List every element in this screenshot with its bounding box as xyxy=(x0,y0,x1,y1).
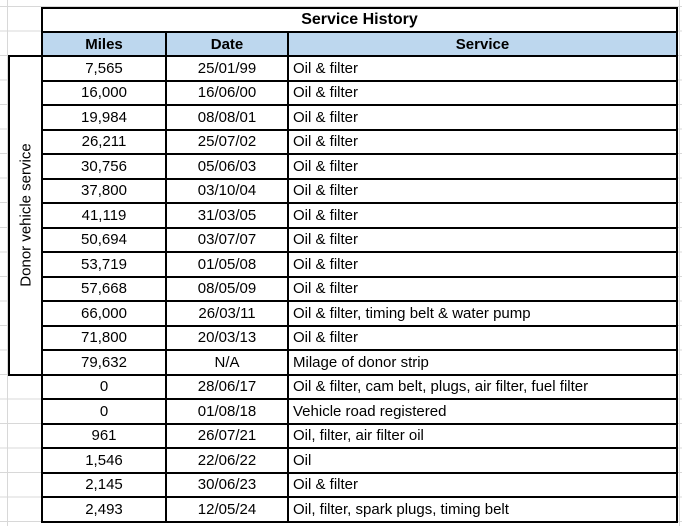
cell-date[interactable]: 20/03/13 xyxy=(165,324,289,351)
cell-service[interactable]: Oil & filter xyxy=(287,104,678,131)
table-row: 50,694 03/07/07 Oil & filter xyxy=(9,226,678,253)
column-header-service[interactable]: Service xyxy=(287,31,678,57)
cell-service[interactable]: Oil & filter xyxy=(287,324,678,351)
margin-cell xyxy=(9,32,42,56)
cell-miles[interactable]: 57,668 xyxy=(41,275,167,302)
cell-miles[interactable]: 2,493 xyxy=(41,496,167,523)
table-row: 26,211 25/07/02 Oil & filter xyxy=(9,128,678,155)
cell-date[interactable]: 01/05/08 xyxy=(165,251,289,278)
cell-service[interactable]: Oil & filter xyxy=(287,55,678,82)
cell-miles[interactable]: 41,119 xyxy=(41,202,167,229)
table-row: 57,668 08/05/09 Oil & filter xyxy=(9,275,678,302)
table-row: 0 01/08/18 Vehicle road registered xyxy=(9,398,678,425)
margin-cell xyxy=(9,497,42,522)
cell-miles[interactable]: 1,546 xyxy=(41,447,167,474)
cell-date[interactable]: 03/10/04 xyxy=(165,177,289,204)
cell-date[interactable]: 03/07/07 xyxy=(165,226,289,253)
margin-cell xyxy=(9,473,42,498)
table-title[interactable]: Service History xyxy=(41,7,678,33)
cell-date[interactable]: 08/05/09 xyxy=(165,275,289,302)
table-row: Donor vehicle service 7,565 25/01/99 Oil… xyxy=(8,55,678,376)
cell-service[interactable]: Oil xyxy=(287,447,678,474)
cell-service[interactable]: Oil & filter xyxy=(287,275,678,302)
cell-service[interactable]: Oil & filter, cam belt, plugs, air filte… xyxy=(287,373,678,400)
table-row: 0 28/06/17 Oil & filter, cam belt, plugs… xyxy=(9,373,678,400)
cell-service[interactable]: Oil & filter xyxy=(287,153,678,180)
cell-miles[interactable]: 37,800 xyxy=(41,177,167,204)
table-row: 41,119 31/03/05 Oil & filter xyxy=(9,202,678,229)
margin-cell xyxy=(9,448,42,473)
table-row: 1,546 22/06/22 Oil xyxy=(9,447,678,474)
cell-service[interactable]: Oil & filter, timing belt & water pump xyxy=(287,300,678,327)
table-row: 71,800 20/03/13 Oil & filter xyxy=(9,324,678,351)
column-header-date[interactable]: Date xyxy=(165,31,289,57)
donor-section-cell[interactable]: Donor vehicle service xyxy=(8,55,43,376)
cell-miles[interactable]: 26,211 xyxy=(41,128,167,155)
cell-miles[interactable]: 30,756 xyxy=(41,153,167,180)
cell-service[interactable]: Oil, filter, air filter oil xyxy=(287,422,678,449)
cell-miles[interactable]: 71,800 xyxy=(41,324,167,351)
cell-date[interactable]: 12/05/24 xyxy=(165,496,289,523)
service-history-table: Service History Miles Date Service Donor… xyxy=(8,7,678,523)
cell-date[interactable]: 08/08/01 xyxy=(165,104,289,131)
cell-miles[interactable]: 961 xyxy=(41,422,167,449)
cell-miles[interactable]: 0 xyxy=(41,373,167,400)
table-row: Service History xyxy=(9,7,678,33)
cell-date[interactable]: 26/03/11 xyxy=(165,300,289,327)
cell-date[interactable]: 30/06/23 xyxy=(165,471,289,498)
cell-date[interactable]: 31/03/05 xyxy=(165,202,289,229)
cell-miles[interactable]: 66,000 xyxy=(41,300,167,327)
table-row: Miles Date Service xyxy=(9,31,678,57)
table-row: 66,000 26/03/11 Oil & filter, timing bel… xyxy=(9,300,678,327)
table-row: 53,719 01/05/08 Oil & filter xyxy=(9,251,678,278)
donor-section-label: Donor vehicle service xyxy=(17,143,34,287)
table-row: 30,756 05/06/03 Oil & filter xyxy=(9,153,678,180)
cell-date[interactable]: 28/06/17 xyxy=(165,373,289,400)
table-row: 37,800 03/10/04 Oil & filter xyxy=(9,177,678,204)
cell-service[interactable]: Oil & filter xyxy=(287,202,678,229)
cell-service[interactable]: Oil & filter xyxy=(287,79,678,106)
cell-service[interactable]: Oil & filter xyxy=(287,471,678,498)
cell-service[interactable]: Oil, filter, spark plugs, timing belt xyxy=(287,496,678,523)
table-row: 79,632 N/A Milage of donor strip xyxy=(9,349,678,376)
table-row: 2,145 30/06/23 Oil & filter xyxy=(9,471,678,498)
cell-service[interactable]: Milage of donor strip xyxy=(287,349,678,376)
margin-cell xyxy=(9,375,42,400)
cell-service[interactable]: Oil & filter xyxy=(287,177,678,204)
cell-miles[interactable]: 79,632 xyxy=(41,349,167,376)
cell-date[interactable]: 01/08/18 xyxy=(165,398,289,425)
table-row: 2,493 12/05/24 Oil, filter, spark plugs,… xyxy=(9,496,678,523)
cell-miles[interactable]: 7,565 xyxy=(41,55,167,82)
table-row: 16,000 16/06/00 Oil & filter xyxy=(9,79,678,106)
margin-cell xyxy=(9,424,42,449)
cell-date[interactable]: 22/06/22 xyxy=(165,447,289,474)
cell-service[interactable]: Oil & filter xyxy=(287,128,678,155)
cell-service[interactable]: Oil & filter xyxy=(287,226,678,253)
column-header-miles[interactable]: Miles xyxy=(41,31,167,57)
cell-date[interactable]: N/A xyxy=(165,349,289,376)
margin-cell xyxy=(9,399,42,424)
cell-date[interactable]: 25/01/99 xyxy=(165,55,289,82)
cell-miles[interactable]: 19,984 xyxy=(41,104,167,131)
cell-date[interactable]: 25/07/02 xyxy=(165,128,289,155)
cell-miles[interactable]: 0 xyxy=(41,398,167,425)
cell-date[interactable]: 26/07/21 xyxy=(165,422,289,449)
cell-miles[interactable]: 16,000 xyxy=(41,79,167,106)
table-row: 19,984 08/08/01 Oil & filter xyxy=(9,104,678,131)
cell-date[interactable]: 16/06/00 xyxy=(165,79,289,106)
margin-cell xyxy=(9,8,42,32)
cell-date[interactable]: 05/06/03 xyxy=(165,153,289,180)
cell-miles[interactable]: 50,694 xyxy=(41,226,167,253)
cell-service[interactable]: Oil & filter xyxy=(287,251,678,278)
table-row: 961 26/07/21 Oil, filter, air filter oil xyxy=(9,422,678,449)
cell-miles[interactable]: 53,719 xyxy=(41,251,167,278)
cell-miles[interactable]: 2,145 xyxy=(41,471,167,498)
cell-service[interactable]: Vehicle road registered xyxy=(287,398,678,425)
